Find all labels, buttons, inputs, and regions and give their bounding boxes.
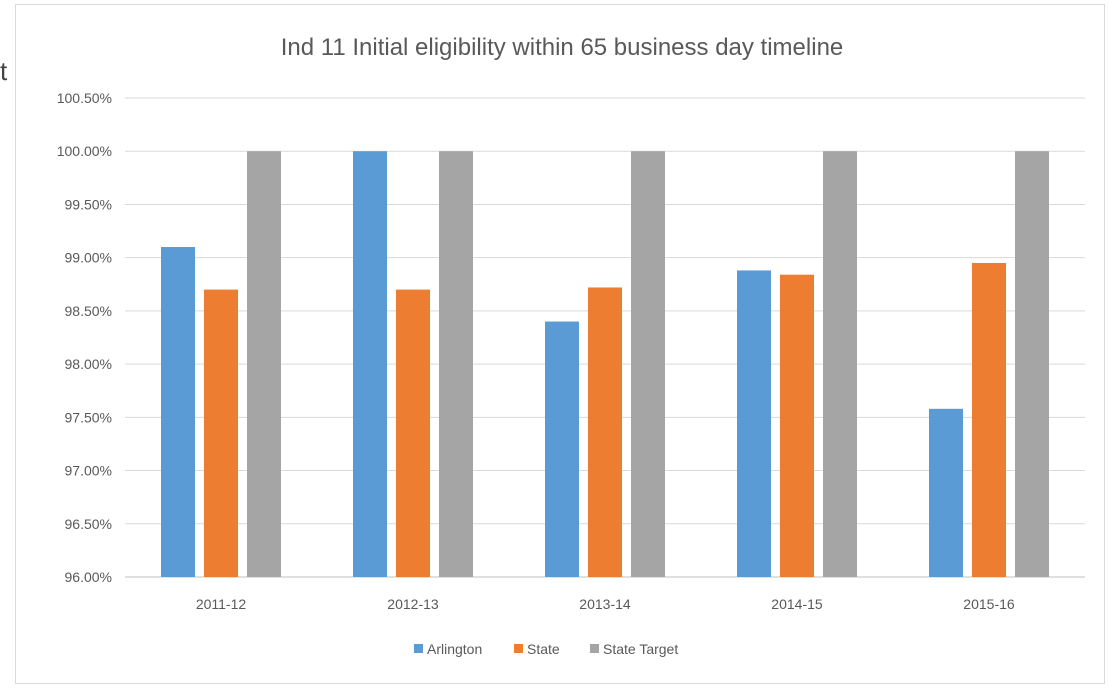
bar-arlington <box>737 270 771 577</box>
bar-state-target <box>823 151 857 577</box>
bar-state-target <box>1015 151 1049 577</box>
bar-state <box>204 289 238 577</box>
x-tick-label: 2012-13 <box>387 596 439 612</box>
y-tick-label: 99.00% <box>65 250 112 266</box>
bar-state-target <box>631 151 665 577</box>
legend-swatch <box>590 644 599 653</box>
y-axis-ticks: 96.00% 96.50% 97.00% 97.50% 98.00% 98.50% 99.0… <box>57 90 112 585</box>
bar-state <box>588 287 622 577</box>
bar-arlington <box>161 247 195 577</box>
legend-swatch <box>514 644 523 653</box>
y-tick-label: 100.00% <box>57 143 112 159</box>
bar-state <box>972 262 1006 577</box>
legend-entry: State <box>527 641 560 657</box>
x-tick-label: 2011-12 <box>196 596 247 612</box>
bars <box>161 151 1049 577</box>
y-tick-label: 96.00% <box>65 569 112 585</box>
stray-text: t <box>0 56 8 86</box>
y-tick-label: 97.00% <box>65 463 112 479</box>
legend-entry: State Target <box>603 641 678 657</box>
bar-arlington <box>353 151 387 577</box>
legend: Arlington State State Target <box>414 641 678 657</box>
bar-state <box>780 274 814 577</box>
bar-state-target <box>247 151 281 577</box>
x-tick-label: 2015-16 <box>963 596 1015 612</box>
x-tick-label: 2014-15 <box>771 596 823 612</box>
x-axis-ticks: 2011-12 2012-13 2013-14 2014-15 2015-16 <box>196 596 1015 612</box>
y-tick-label: 99.50% <box>65 196 112 212</box>
x-tick-label: 2013-14 <box>579 596 631 612</box>
y-tick-label: 98.50% <box>65 303 112 319</box>
y-tick-label: 97.50% <box>65 409 112 425</box>
y-tick-label: 98.00% <box>65 356 112 372</box>
y-tick-label: 100.50% <box>57 90 112 106</box>
bar-state-target <box>439 151 473 577</box>
legend-swatch <box>414 644 423 653</box>
chart-title: Ind 11 Initial eligibility within 65 bus… <box>281 34 844 61</box>
bar-arlington <box>545 321 579 577</box>
bar-arlington <box>929 408 963 577</box>
bar-state <box>396 289 430 577</box>
y-tick-label: 96.50% <box>65 516 112 532</box>
legend-entry: Arlington <box>427 641 482 657</box>
